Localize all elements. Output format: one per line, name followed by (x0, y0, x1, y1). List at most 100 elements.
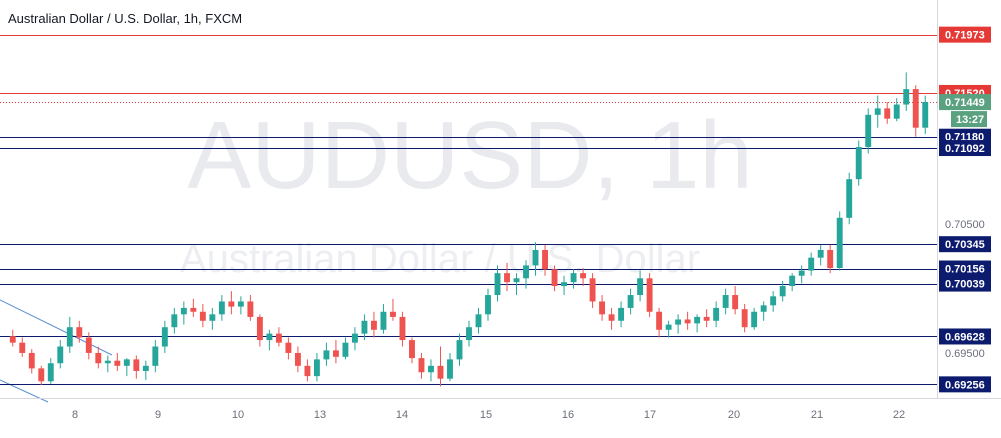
candle (751, 307, 758, 330)
candle (28, 349, 35, 374)
candle-body (428, 365, 434, 373)
candle (722, 288, 729, 315)
watermark-name: Australian Dollar / U.S. Dollar (180, 237, 700, 281)
candle (447, 352, 453, 382)
candle-body (561, 282, 567, 287)
x-tick-label: 13 (314, 409, 326, 421)
candle-body (922, 101, 929, 128)
x-tick-label: 17 (644, 409, 656, 421)
candle (361, 314, 368, 341)
candle (294, 346, 301, 373)
channel-upper-line (0, 299, 113, 356)
candle-body (855, 147, 862, 180)
candle (694, 314, 701, 333)
candle (485, 288, 491, 321)
candle-body (798, 270, 805, 276)
candle-body (874, 108, 881, 115)
candle (893, 98, 900, 122)
candle (456, 333, 463, 366)
candle (418, 352, 425, 379)
candle-body (190, 307, 197, 312)
x-tick-label: 14 (396, 409, 408, 421)
resistance-price-tag-1: 0.71973 (939, 26, 991, 43)
candle-body (570, 273, 577, 283)
support-price-tag-6: 0.69628 (939, 328, 991, 345)
candle (675, 314, 682, 334)
support-price-tag-4-bg (939, 260, 991, 277)
candle (114, 352, 121, 371)
support-price-tag-2-bg (939, 140, 991, 157)
candle (380, 304, 387, 334)
last-price-tag: 0.71449 (939, 94, 991, 111)
candle-body (732, 295, 739, 310)
candle (95, 346, 102, 369)
candle (390, 298, 396, 321)
candle (180, 301, 187, 325)
candle (523, 260, 529, 289)
candle-body (713, 307, 720, 321)
candle (665, 320, 672, 338)
candle-body (199, 311, 206, 321)
candle (884, 101, 891, 124)
candle-body (589, 278, 596, 302)
candle (275, 327, 282, 347)
candle (428, 359, 434, 382)
support-price-tag-7-text: 0.69256 (945, 379, 985, 391)
candle-body (884, 108, 891, 119)
candle-body (751, 311, 758, 328)
candle (142, 360, 149, 380)
axes (0, 0, 1001, 399)
candle (494, 265, 501, 302)
candle (551, 265, 558, 292)
candle (618, 301, 625, 328)
candle (760, 301, 767, 321)
candle-body (580, 273, 587, 279)
x-tick-label: 16 (562, 409, 574, 421)
support-price-tag-6-bg (939, 328, 991, 345)
candle-body (294, 352, 301, 366)
candle (342, 337, 349, 360)
candle (827, 244, 834, 274)
candle (542, 244, 548, 276)
candle (199, 304, 206, 328)
candle-body (371, 320, 377, 330)
candle (332, 340, 339, 364)
last-price-tag-bg (939, 94, 991, 111)
candle (409, 337, 415, 364)
candle-body (218, 301, 225, 315)
candle (190, 298, 197, 317)
support-price-tag-5: 0.70039 (939, 275, 991, 292)
candle-body (76, 327, 83, 338)
candle (779, 280, 786, 302)
candle-body (228, 301, 235, 307)
candle-body (380, 311, 387, 330)
candle-body (28, 352, 35, 369)
candle-body (313, 359, 320, 377)
candle (38, 365, 45, 386)
candle-body (893, 104, 900, 119)
x-tick-label: 9 (155, 409, 161, 421)
support-price-tag-4-text: 0.70156 (945, 264, 985, 276)
candle (228, 291, 235, 315)
candle-body (675, 319, 682, 325)
candle (285, 337, 292, 360)
candle-body (19, 342, 26, 353)
y-tick-label: 0.70500 (945, 219, 985, 231)
support-price-tag-2-text: 0.71092 (945, 143, 985, 155)
candle-body (9, 336, 16, 343)
countdown-text: 13:27 (956, 114, 984, 126)
candle (656, 307, 663, 338)
candle (323, 342, 330, 366)
candle-body (104, 360, 111, 364)
candle-body (66, 327, 73, 347)
y-axis-labels: 0.705000.695000.719730.715200.711800.710… (939, 26, 991, 393)
candle (76, 320, 83, 343)
candle-body (180, 307, 187, 315)
candle-body (95, 352, 102, 364)
candle-body (770, 296, 777, 306)
candle (808, 252, 815, 276)
candle-body (418, 358, 425, 373)
candle (865, 108, 872, 154)
x-axis-labels: 8 9 10 13 14 15 16 17 20 21 22 (72, 409, 905, 421)
candle-body (836, 217, 843, 268)
